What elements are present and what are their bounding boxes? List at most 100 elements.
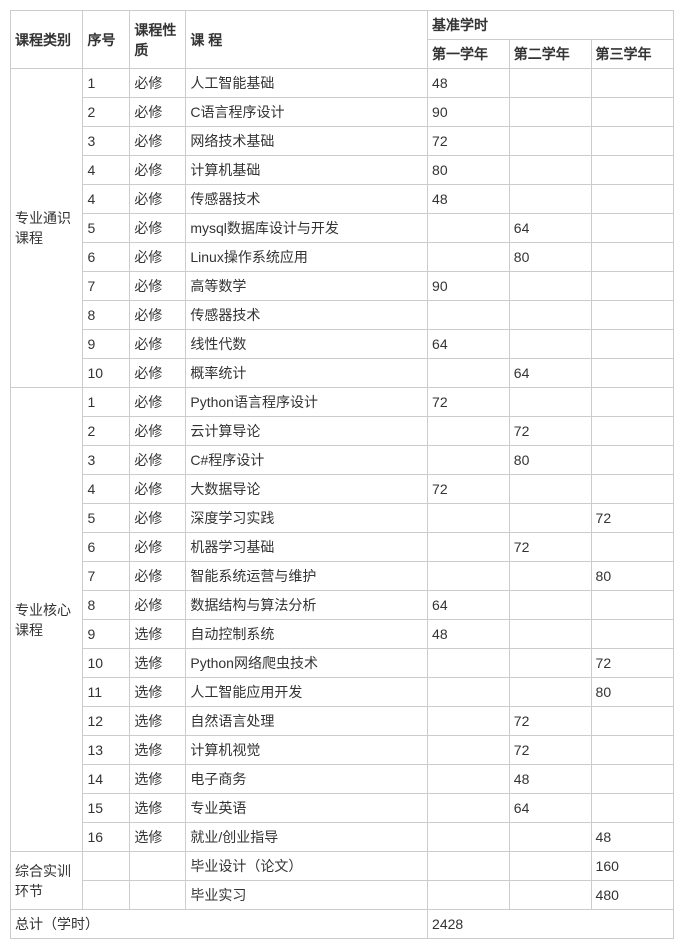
header-category: 课程类别: [11, 11, 83, 69]
table-row: 专业核心课程1必修Python语言程序设计72: [11, 388, 674, 417]
year3-cell: [591, 794, 673, 823]
year3-cell: [591, 301, 673, 330]
year3-cell: [591, 272, 673, 301]
seq-cell: 16: [83, 823, 130, 852]
year3-cell: [591, 736, 673, 765]
year1-cell: 72: [428, 127, 510, 156]
table-row: 2必修云计算导论72: [11, 417, 674, 446]
table-row: 4必修传感器技术48: [11, 185, 674, 214]
nature-cell: 必修: [130, 214, 186, 243]
year2-cell: [509, 127, 591, 156]
year2-cell: [509, 98, 591, 127]
year3-cell: [591, 620, 673, 649]
nature-cell: 选修: [130, 649, 186, 678]
table-row: 2必修C语言程序设计90: [11, 98, 674, 127]
table-row: 9必修线性代数64: [11, 330, 674, 359]
seq-cell: 7: [83, 272, 130, 301]
total-value-cell: 2428: [428, 910, 674, 939]
seq-cell: 15: [83, 794, 130, 823]
nature-cell: 必修: [130, 69, 186, 98]
course-cell: Python网络爬虫技术: [186, 649, 428, 678]
seq-cell: 6: [83, 533, 130, 562]
table-row: 4必修大数据导论72: [11, 475, 674, 504]
year3-cell: 72: [591, 504, 673, 533]
table-row: 16选修就业/创业指导48: [11, 823, 674, 852]
year3-cell: [591, 98, 673, 127]
year2-cell: [509, 272, 591, 301]
year2-cell: 64: [509, 794, 591, 823]
header-year1: 第一学年: [428, 40, 510, 69]
course-cell: 人工智能应用开发: [186, 678, 428, 707]
year3-cell: [591, 69, 673, 98]
seq-cell: 3: [83, 446, 130, 475]
table-row: 6必修机器学习基础72: [11, 533, 674, 562]
year3-cell: [591, 359, 673, 388]
year2-cell: [509, 649, 591, 678]
table-row: 毕业实习480: [11, 881, 674, 910]
year2-cell: [509, 881, 591, 910]
year2-cell: [509, 475, 591, 504]
seq-cell: 3: [83, 127, 130, 156]
seq-cell: 11: [83, 678, 130, 707]
category-cell: 专业通识课程: [11, 69, 83, 388]
year2-cell: [509, 504, 591, 533]
year1-cell: [428, 214, 510, 243]
seq-cell: 5: [83, 504, 130, 533]
seq-cell: 1: [83, 388, 130, 417]
seq-cell: 4: [83, 185, 130, 214]
year3-cell: [591, 533, 673, 562]
table-row: 5必修深度学习实践72: [11, 504, 674, 533]
table-row: 综合实训环节毕业设计（论文）160: [11, 852, 674, 881]
seq-cell: 9: [83, 330, 130, 359]
course-cell: 高等数学: [186, 272, 428, 301]
course-cell: 网络技术基础: [186, 127, 428, 156]
year3-cell: [591, 243, 673, 272]
seq-cell: 13: [83, 736, 130, 765]
header-course: 课 程: [186, 11, 428, 69]
year2-cell: [509, 678, 591, 707]
course-cell: Linux操作系统应用: [186, 243, 428, 272]
table-row: 13选修计算机视觉72: [11, 736, 674, 765]
header-row-1: 课程类别 序号 课程性质 课 程 基准学时: [11, 11, 674, 40]
year2-cell: [509, 852, 591, 881]
category-cell: 综合实训环节: [11, 852, 83, 910]
year1-cell: [428, 417, 510, 446]
year1-cell: 80: [428, 156, 510, 185]
nature-cell: 选修: [130, 765, 186, 794]
year2-cell: [509, 185, 591, 214]
year1-cell: [428, 562, 510, 591]
year3-cell: 80: [591, 678, 673, 707]
curriculum-table: 课程类别 序号 课程性质 课 程 基准学时 第一学年 第二学年 第三学年 专业通…: [10, 10, 674, 939]
seq-cell: 8: [83, 591, 130, 620]
year3-cell: [591, 388, 673, 417]
course-cell: 自动控制系统: [186, 620, 428, 649]
year1-cell: [428, 301, 510, 330]
year3-cell: [591, 765, 673, 794]
year2-cell: 72: [509, 417, 591, 446]
year3-cell: [591, 417, 673, 446]
year2-cell: [509, 388, 591, 417]
course-cell: Python语言程序设计: [186, 388, 428, 417]
table-row: 14选修电子商务48: [11, 765, 674, 794]
seq-cell: 9: [83, 620, 130, 649]
table-row: 3必修网络技术基础72: [11, 127, 674, 156]
seq-cell: 10: [83, 649, 130, 678]
nature-cell: 必修: [130, 388, 186, 417]
header-nature: 课程性质: [130, 11, 186, 69]
seq-cell: [83, 852, 130, 881]
table-row: 10选修Python网络爬虫技术 72: [11, 649, 674, 678]
year3-cell: [591, 591, 673, 620]
header-year3: 第三学年: [591, 40, 673, 69]
course-cell: 专业英语: [186, 794, 428, 823]
nature-cell: 必修: [130, 562, 186, 591]
year3-cell: 72: [591, 649, 673, 678]
year1-cell: [428, 852, 510, 881]
course-cell: 智能系统运营与维护: [186, 562, 428, 591]
course-cell: 大数据导论: [186, 475, 428, 504]
table-row: 8必修传感器技术: [11, 301, 674, 330]
year3-cell: [591, 156, 673, 185]
year3-cell: [591, 475, 673, 504]
course-cell: 数据结构与算法分析: [186, 591, 428, 620]
year1-cell: [428, 678, 510, 707]
year2-cell: [509, 823, 591, 852]
